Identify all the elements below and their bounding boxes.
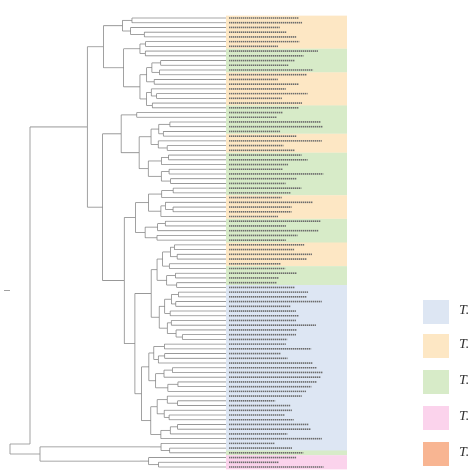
legend-label-green: T. [459, 373, 470, 388]
legend-swatch-pink [423, 406, 449, 430]
legend-item-salmon: T. [423, 442, 474, 470]
legend-swatch-blue [423, 300, 449, 324]
clade-band-green [226, 105, 347, 134]
clade-band-orange [226, 133, 347, 153]
clade-band-orange [226, 242, 347, 267]
legend-item-blue: T. [423, 300, 474, 328]
clade-band-green [226, 450, 347, 456]
legend-item-orange: T. [423, 334, 474, 362]
clade-band-green [226, 48, 347, 73]
legend-item-green: T. [423, 370, 474, 398]
clade-band-green [226, 218, 347, 243]
tree-branches [4, 17, 226, 468]
legend-label-orange: T. [459, 337, 470, 352]
legend-swatch-orange [423, 334, 449, 358]
legend-swatch-salmon [423, 442, 449, 466]
legend-label-salmon: T. [459, 445, 470, 460]
legend-label-pink: T. [459, 409, 470, 424]
clade-band-pink [226, 455, 347, 470]
legend-item-pink: T. [423, 406, 474, 434]
leaf-labels [229, 17, 324, 468]
legend-swatch-green [423, 370, 449, 394]
clade-band-green [226, 266, 347, 286]
clade-band-orange [226, 195, 347, 219]
legend-label-blue: T. [459, 303, 470, 318]
